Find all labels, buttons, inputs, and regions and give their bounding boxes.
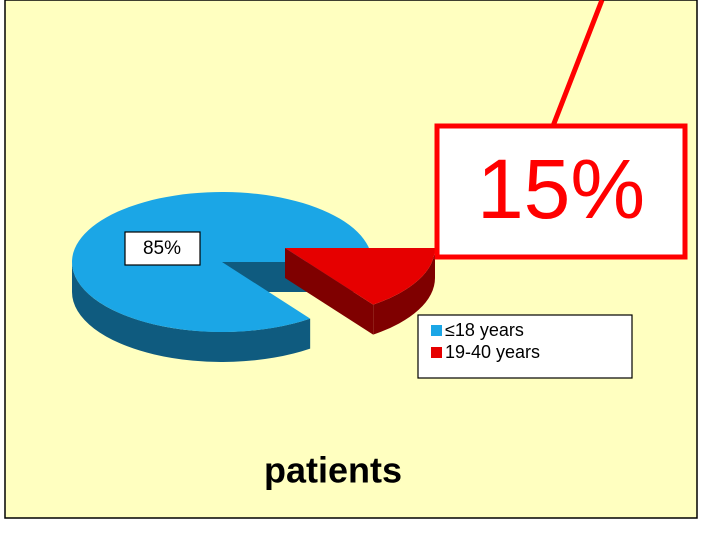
callout-label: 15%: [477, 142, 645, 236]
legend-label: ≤18 years: [445, 320, 524, 340]
legend-label: 19-40 years: [445, 342, 540, 362]
legend-swatch: [431, 347, 442, 358]
pie: [72, 191, 435, 362]
value-label-box: [124, 231, 201, 266]
callout-line: [550, 0, 605, 127]
chart-title: patients: [264, 450, 402, 491]
slice-side: [373, 248, 435, 335]
value-label: 85%: [143, 238, 181, 259]
legend-swatch: [431, 325, 442, 336]
slice: [72, 191, 372, 332]
legend: [417, 314, 633, 379]
callout-box: [434, 123, 688, 260]
slice: [285, 248, 435, 305]
slice-side: [285, 248, 374, 335]
slice-side: [72, 262, 311, 362]
